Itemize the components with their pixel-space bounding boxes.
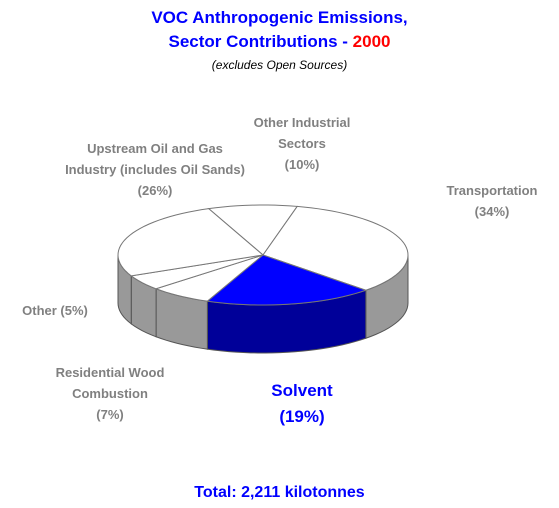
- category-label: Transportation: [446, 183, 538, 198]
- slice: [154, 254, 264, 302]
- category-label: Upstream Oil and Gas Industry (includes …: [65, 141, 245, 177]
- total: Total: 2,211 kilotonnes: [194, 484, 365, 501]
- slice: [117, 208, 265, 277]
- value-label: (34%): [474, 204, 510, 219]
- category-label: Solvent: [271, 381, 333, 400]
- slice-label: Other Industrial Sectors (10%): [252, 112, 352, 175]
- subtitle: (excludes Open Sources): [211, 58, 348, 72]
- title: VOC Anthropogenic Emissions, Sector Cont…: [0, 6, 559, 54]
- title-text: Sector Contributions -: [168, 32, 348, 51]
- value-label: (7%): [96, 407, 124, 422]
- value-label: (26%): [137, 183, 173, 198]
- slice-label: Solvent (19%): [232, 378, 372, 430]
- slice: [262, 205, 409, 291]
- category-label: Other Industrial Sectors: [253, 115, 351, 151]
- title-line: Sector Contributions - 2000: [0, 30, 559, 54]
- slice: [129, 254, 264, 290]
- slice: [206, 254, 368, 306]
- category-label: Other: [22, 303, 57, 318]
- title-year: 2000: [352, 32, 391, 51]
- value-label: (10%): [284, 157, 320, 172]
- value-label: (19%): [279, 407, 325, 426]
- title-line: VOC Anthropogenic Emissions,: [151, 8, 408, 27]
- slice-label: Upstream Oil and Gas Industry (includes …: [60, 138, 250, 201]
- slice: [207, 204, 299, 256]
- category-label: Residential Wood Combustion: [55, 365, 165, 401]
- value-label: (5%): [60, 303, 88, 318]
- slice-label: Residential Wood Combustion (7%): [40, 362, 180, 425]
- slice-label: Other (5%): [0, 300, 110, 321]
- slice-label: Transportation (34%): [425, 180, 559, 222]
